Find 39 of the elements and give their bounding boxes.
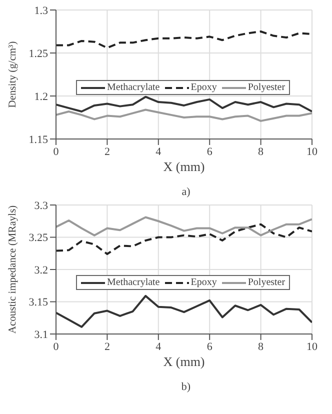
- y-tick-label: 3.3: [34, 200, 48, 212]
- y-tick-label: 1.3: [34, 4, 48, 17]
- y-tick-label: 1.15: [28, 134, 48, 146]
- legend-label: Polyester: [246, 277, 286, 288]
- x-tick-label: 2: [104, 340, 110, 353]
- x-tick-label: 10: [306, 340, 318, 353]
- y-tick-label: 3.2: [34, 264, 48, 276]
- y-axis-title: Density (g/cm³): [8, 40, 19, 108]
- x-tick-label: 2: [104, 146, 110, 158]
- legend-label: Polyester: [246, 82, 286, 94]
- y-tick-label: 1.2: [34, 90, 48, 103]
- y-tick-label: 3.1: [34, 328, 48, 341]
- line-series: [56, 108, 312, 122]
- legend-label: Methacrylate: [106, 277, 160, 288]
- x-tick-label: 4: [156, 146, 162, 158]
- text: b): [180, 381, 192, 394]
- y-axis-title: Acoustic impedance (MRayls): [8, 204, 19, 334]
- line-series: [56, 30, 312, 49]
- line-series: [56, 216, 312, 236]
- y-tick-label: 3.15: [28, 296, 48, 309]
- x-tick-label: 0: [53, 340, 60, 353]
- legend-label: Epoxy: [190, 277, 217, 288]
- x-tick-label: 6: [206, 340, 213, 353]
- x-axis-title: X (mm): [163, 159, 205, 174]
- line-series: [56, 294, 312, 328]
- line-series: [56, 223, 312, 256]
- line-series: [56, 96, 312, 112]
- y-tick-label: 3.25: [28, 232, 48, 244]
- legend-label: Epoxy: [190, 82, 217, 94]
- x-tick-label: 6: [206, 146, 213, 158]
- x-tick-label: 8: [258, 146, 264, 158]
- x-tick-label: 0: [53, 146, 60, 158]
- legend-label: Methacrylate: [106, 82, 160, 94]
- text: a): [180, 186, 192, 199]
- x-axis-title: X (mm): [163, 354, 205, 369]
- x-tick-label: 4: [156, 340, 162, 353]
- x-tick-label: 10: [306, 146, 318, 158]
- x-tick-label: 8: [258, 340, 264, 353]
- y-tick-label: 1.25: [28, 48, 48, 60]
